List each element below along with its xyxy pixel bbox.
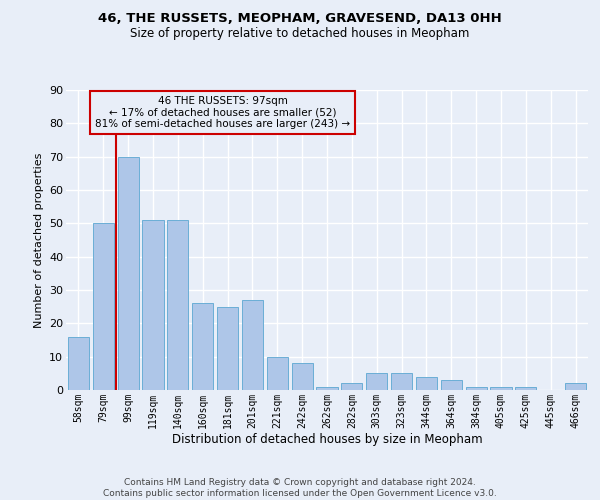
Bar bbox=[68, 336, 89, 390]
Text: Distribution of detached houses by size in Meopham: Distribution of detached houses by size … bbox=[172, 432, 482, 446]
Bar bbox=[441, 380, 462, 390]
Bar bbox=[515, 386, 536, 390]
Bar bbox=[391, 374, 412, 390]
Text: Contains HM Land Registry data © Crown copyright and database right 2024.
Contai: Contains HM Land Registry data © Crown c… bbox=[103, 478, 497, 498]
Bar bbox=[267, 356, 288, 390]
Bar bbox=[316, 386, 338, 390]
Bar bbox=[341, 384, 362, 390]
Bar bbox=[93, 224, 114, 390]
Bar bbox=[217, 306, 238, 390]
Text: 46, THE RUSSETS, MEOPHAM, GRAVESEND, DA13 0HH: 46, THE RUSSETS, MEOPHAM, GRAVESEND, DA1… bbox=[98, 12, 502, 26]
Bar bbox=[142, 220, 164, 390]
Bar bbox=[565, 384, 586, 390]
Bar bbox=[490, 386, 512, 390]
Bar bbox=[366, 374, 387, 390]
Bar bbox=[242, 300, 263, 390]
Bar bbox=[192, 304, 213, 390]
Bar bbox=[466, 386, 487, 390]
Y-axis label: Number of detached properties: Number of detached properties bbox=[34, 152, 44, 328]
Bar bbox=[292, 364, 313, 390]
Bar bbox=[118, 156, 139, 390]
Text: 46 THE RUSSETS: 97sqm
← 17% of detached houses are smaller (52)
81% of semi-deta: 46 THE RUSSETS: 97sqm ← 17% of detached … bbox=[95, 96, 350, 129]
Bar bbox=[167, 220, 188, 390]
Text: Size of property relative to detached houses in Meopham: Size of property relative to detached ho… bbox=[130, 28, 470, 40]
Bar bbox=[416, 376, 437, 390]
